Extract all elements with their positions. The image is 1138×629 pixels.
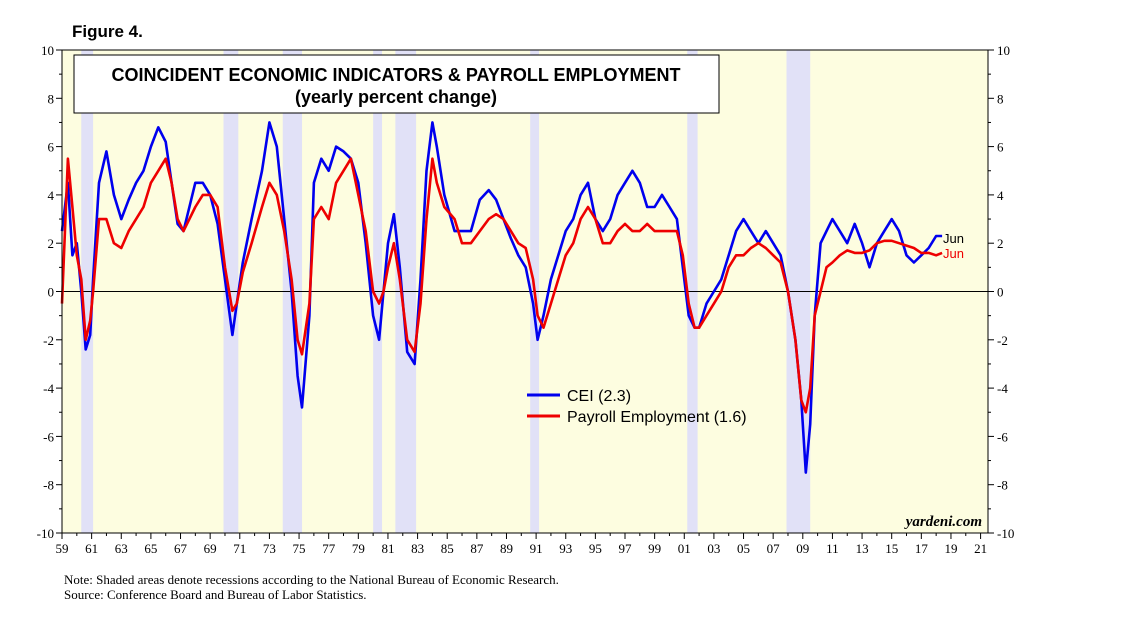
x-tick-label: 87 xyxy=(470,541,484,556)
x-tick-label: 67 xyxy=(174,541,188,556)
x-tick-label: 65 xyxy=(144,541,157,556)
y-tick-label-left: -6 xyxy=(43,429,54,444)
x-tick-label: 17 xyxy=(915,541,929,556)
y-tick-label-right: -6 xyxy=(997,429,1008,444)
x-tick-label: 91 xyxy=(530,541,543,556)
watermark: yardeni.com xyxy=(904,514,982,530)
x-tick-label: 83 xyxy=(411,541,424,556)
y-tick-label-right: 6 xyxy=(997,140,1004,155)
chart-subtitle: (yearly percent change) xyxy=(295,87,497,107)
y-tick-label-left: -4 xyxy=(43,381,54,396)
x-tick-label: 01 xyxy=(678,541,691,556)
x-tick-label: 99 xyxy=(648,541,661,556)
legend-payroll-label: Payroll Employment (1.6) xyxy=(567,409,747,426)
y-tick-label-left: 8 xyxy=(48,91,55,106)
x-tick-label: 15 xyxy=(885,541,898,556)
y-tick-label-left: 4 xyxy=(48,188,55,203)
y-tick-label-right: -4 xyxy=(997,381,1008,396)
x-tick-label: 59 xyxy=(56,541,69,556)
x-tick-label: 81 xyxy=(381,541,394,556)
x-tick-label: 95 xyxy=(589,541,602,556)
x-tick-label: 21 xyxy=(974,541,987,556)
y-tick-label-left: 6 xyxy=(48,140,55,155)
payroll-line xyxy=(60,157,943,414)
y-tick-label-right: -2 xyxy=(997,333,1008,348)
x-tick-label: 63 xyxy=(115,541,128,556)
x-tick-label: 79 xyxy=(352,541,365,556)
cei-end-label: Jun xyxy=(943,231,964,246)
x-tick-label: 93 xyxy=(559,541,572,556)
y-tick-label-right: 8 xyxy=(997,91,1004,106)
x-tick-label: 69 xyxy=(204,541,217,556)
y-tick-label-right: 0 xyxy=(997,285,1004,300)
figure-label: Figure 4. xyxy=(72,22,143,41)
x-tick-label: 03 xyxy=(707,541,720,556)
payroll-end-label: Jun xyxy=(943,246,964,261)
x-tick-label: 61 xyxy=(85,541,98,556)
y-tick-label-left: -8 xyxy=(43,478,54,493)
chart-title: COINCIDENT ECONOMIC INDICATORS & PAYROLL… xyxy=(111,65,680,85)
x-tick-label: 11 xyxy=(826,541,839,556)
y-tick-label-left: 10 xyxy=(41,43,54,58)
source-line: Source: Conference Board and Bureau of L… xyxy=(64,587,367,602)
y-tick-label-right: -8 xyxy=(997,478,1008,493)
legend: CEI (2.3) Payroll Employment (1.6) xyxy=(527,388,747,426)
y-tick-label-right: 10 xyxy=(997,43,1010,58)
y-tick-label-right: -10 xyxy=(997,526,1014,541)
y-tick-label-right: 2 xyxy=(997,236,1004,251)
x-tick-label: 85 xyxy=(441,541,454,556)
y-tick-label-left: -10 xyxy=(37,526,54,541)
note-line: Note: Shaded areas denote recessions acc… xyxy=(64,572,559,587)
x-tick-label: 75 xyxy=(293,541,306,556)
y-tick-label-right: 4 xyxy=(997,188,1004,203)
x-tick-label: 73 xyxy=(263,541,276,556)
x-tick-label: 71 xyxy=(233,541,246,556)
x-tick-label: 13 xyxy=(856,541,869,556)
x-tick-label: 19 xyxy=(944,541,957,556)
x-tick-label: 97 xyxy=(619,541,633,556)
x-tick-label: 09 xyxy=(796,541,809,556)
x-tick-label: 05 xyxy=(737,541,750,556)
title-box: COINCIDENT ECONOMIC INDICATORS & PAYROLL… xyxy=(73,54,720,114)
legend-cei-label: CEI (2.3) xyxy=(567,388,631,405)
y-tick-label-left: 2 xyxy=(48,236,55,251)
series-lines xyxy=(60,121,943,474)
notes: Note: Shaded areas denote recessions acc… xyxy=(64,572,559,602)
x-tick-label: 89 xyxy=(500,541,513,556)
x-tick-label: 77 xyxy=(322,541,336,556)
y-tick-label-left: 0 xyxy=(48,285,55,300)
x-tick-label: 07 xyxy=(767,541,781,556)
y-tick-label-left: -2 xyxy=(43,333,54,348)
